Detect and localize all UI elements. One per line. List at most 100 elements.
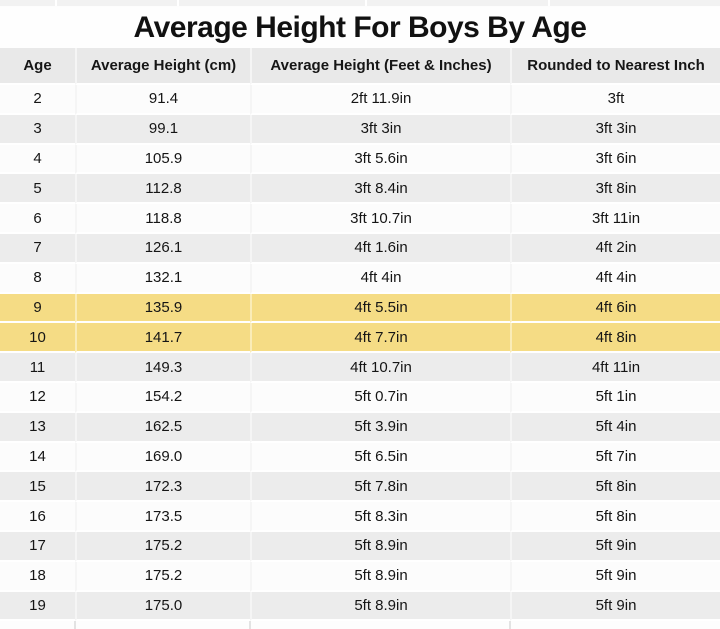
cell-age: 10: [0, 323, 75, 354]
cell-ftin: 2ft 11.9in: [250, 85, 510, 115]
cell-ftin: 5ft 8.9in: [250, 591, 510, 622]
cell-rounded: 5ft 1in: [510, 382, 720, 413]
cell-rounded: 5ft 8in: [510, 502, 720, 532]
cell-cm: 149.3: [75, 353, 250, 383]
cell-age: 17: [0, 531, 75, 562]
cell-rounded: 3ft 3in: [510, 114, 720, 145]
cell-ftin: 3ft 3in: [250, 114, 510, 145]
table-row: 7 126.1 4ft 1.6in 4ft 2in: [0, 233, 720, 264]
cell-age: 6: [0, 204, 75, 234]
grid-divider: [509, 621, 511, 629]
cell-rounded: 4ft 8in: [510, 323, 720, 354]
cell-ftin: 4ft 7.7in: [250, 323, 510, 354]
grid-divider: [74, 621, 76, 629]
cell-cm: 173.5: [75, 502, 250, 532]
cell-cm: 169.0: [75, 442, 250, 473]
table-row: 12 154.2 5ft 0.7in 5ft 1in: [0, 382, 720, 413]
cell-ftin: 5ft 6.5in: [250, 442, 510, 473]
cell-cm: 141.7: [75, 323, 250, 354]
cell-age: 12: [0, 382, 75, 413]
height-table: Age Average Height (cm) Average Height (…: [0, 48, 720, 622]
cell-rounded: 4ft 11in: [510, 353, 720, 383]
cell-cm: 154.2: [75, 382, 250, 413]
table-row: 16 173.5 5ft 8.3in 5ft 8in: [0, 502, 720, 532]
table-row: 8 132.1 4ft 4in 4ft 4in: [0, 263, 720, 294]
cell-rounded: 5ft 4in: [510, 412, 720, 443]
cell-ftin: 3ft 8.4in: [250, 174, 510, 205]
cell-ftin: 5ft 3.9in: [250, 412, 510, 443]
cropped-row-below: [0, 621, 720, 629]
cell-ftin: 4ft 10.7in: [250, 353, 510, 383]
cell-ftin: 3ft 5.6in: [250, 144, 510, 175]
grid-divider: [55, 0, 57, 6]
cell-ftin: 5ft 0.7in: [250, 382, 510, 413]
cell-rounded: 5ft 8in: [510, 472, 720, 503]
table-row: 4 105.9 3ft 5.6in 3ft 6in: [0, 144, 720, 175]
cell-rounded: 3ft: [510, 85, 720, 115]
cell-cm: 172.3: [75, 472, 250, 503]
cell-ftin: 3ft 10.7in: [250, 204, 510, 234]
cell-ftin: 5ft 8.9in: [250, 561, 510, 592]
cell-cm: 112.8: [75, 174, 250, 205]
cell-age: 19: [0, 591, 75, 622]
cell-ftin: 5ft 7.8in: [250, 472, 510, 503]
cell-rounded: 5ft 9in: [510, 561, 720, 592]
header-row: Age Average Height (cm) Average Height (…: [0, 48, 720, 85]
cell-cm: 175.2: [75, 561, 250, 592]
cell-ftin: 5ft 8.9in: [250, 531, 510, 562]
cell-age: 8: [0, 263, 75, 294]
cell-ftin: 4ft 5.5in: [250, 293, 510, 324]
table-row: 9 135.9 4ft 5.5in 4ft 6in: [0, 293, 720, 324]
table-row: 13 162.5 5ft 3.9in 5ft 4in: [0, 412, 720, 443]
grid-divider: [548, 0, 550, 6]
cell-rounded: 5ft 9in: [510, 531, 720, 562]
cell-age: 13: [0, 412, 75, 443]
cell-cm: 132.1: [75, 263, 250, 294]
table-row: 2 91.4 2ft 11.9in 3ft: [0, 85, 720, 115]
cell-rounded: 4ft 2in: [510, 233, 720, 264]
cell-age: 5: [0, 174, 75, 205]
cell-age: 4: [0, 144, 75, 175]
cell-rounded: 3ft 6in: [510, 144, 720, 175]
col-header-cm: Average Height (cm): [75, 48, 250, 85]
cell-rounded: 4ft 4in: [510, 263, 720, 294]
cell-ftin: 4ft 1.6in: [250, 233, 510, 264]
cell-age: 7: [0, 233, 75, 264]
cell-age: 11: [0, 353, 75, 383]
table-row: 14 169.0 5ft 6.5in 5ft 7in: [0, 442, 720, 473]
grid-divider: [177, 0, 179, 6]
table-row: 17 175.2 5ft 8.9in 5ft 9in: [0, 531, 720, 562]
cell-rounded: 4ft 6in: [510, 293, 720, 324]
cell-cm: 118.8: [75, 204, 250, 234]
table-row: 19 175.0 5ft 8.9in 5ft 9in: [0, 591, 720, 622]
cell-age: 14: [0, 442, 75, 473]
table-row: 18 175.2 5ft 8.9in 5ft 9in: [0, 561, 720, 592]
cell-age: 16: [0, 502, 75, 532]
title-band: Average Height For Boys By Age: [0, 7, 720, 48]
cell-rounded: 5ft 7in: [510, 442, 720, 473]
col-header-age: Age: [0, 48, 75, 85]
cell-cm: 175.0: [75, 591, 250, 622]
cell-cm: 126.1: [75, 233, 250, 264]
cell-age: 18: [0, 561, 75, 592]
cell-rounded: 3ft 8in: [510, 174, 720, 205]
cell-age: 2: [0, 85, 75, 115]
table-row: 5 112.8 3ft 8.4in 3ft 8in: [0, 174, 720, 205]
cell-cm: 162.5: [75, 412, 250, 443]
cell-cm: 175.2: [75, 531, 250, 562]
grid-divider: [249, 621, 251, 629]
cell-age: 3: [0, 114, 75, 145]
cell-cm: 91.4: [75, 85, 250, 115]
table-row: 10 141.7 4ft 7.7in 4ft 8in: [0, 323, 720, 354]
cell-ftin: 4ft 4in: [250, 263, 510, 294]
cell-cm: 99.1: [75, 114, 250, 145]
cell-rounded: 3ft 11in: [510, 204, 720, 234]
table-row: 3 99.1 3ft 3in 3ft 3in: [0, 114, 720, 145]
table-row: 6 118.8 3ft 10.7in 3ft 11in: [0, 204, 720, 234]
cell-cm: 105.9: [75, 144, 250, 175]
page-title: Average Height For Boys By Age: [133, 10, 587, 44]
table-row: 11 149.3 4ft 10.7in 4ft 11in: [0, 353, 720, 383]
cell-rounded: 5ft 9in: [510, 591, 720, 622]
cell-age: 9: [0, 293, 75, 324]
